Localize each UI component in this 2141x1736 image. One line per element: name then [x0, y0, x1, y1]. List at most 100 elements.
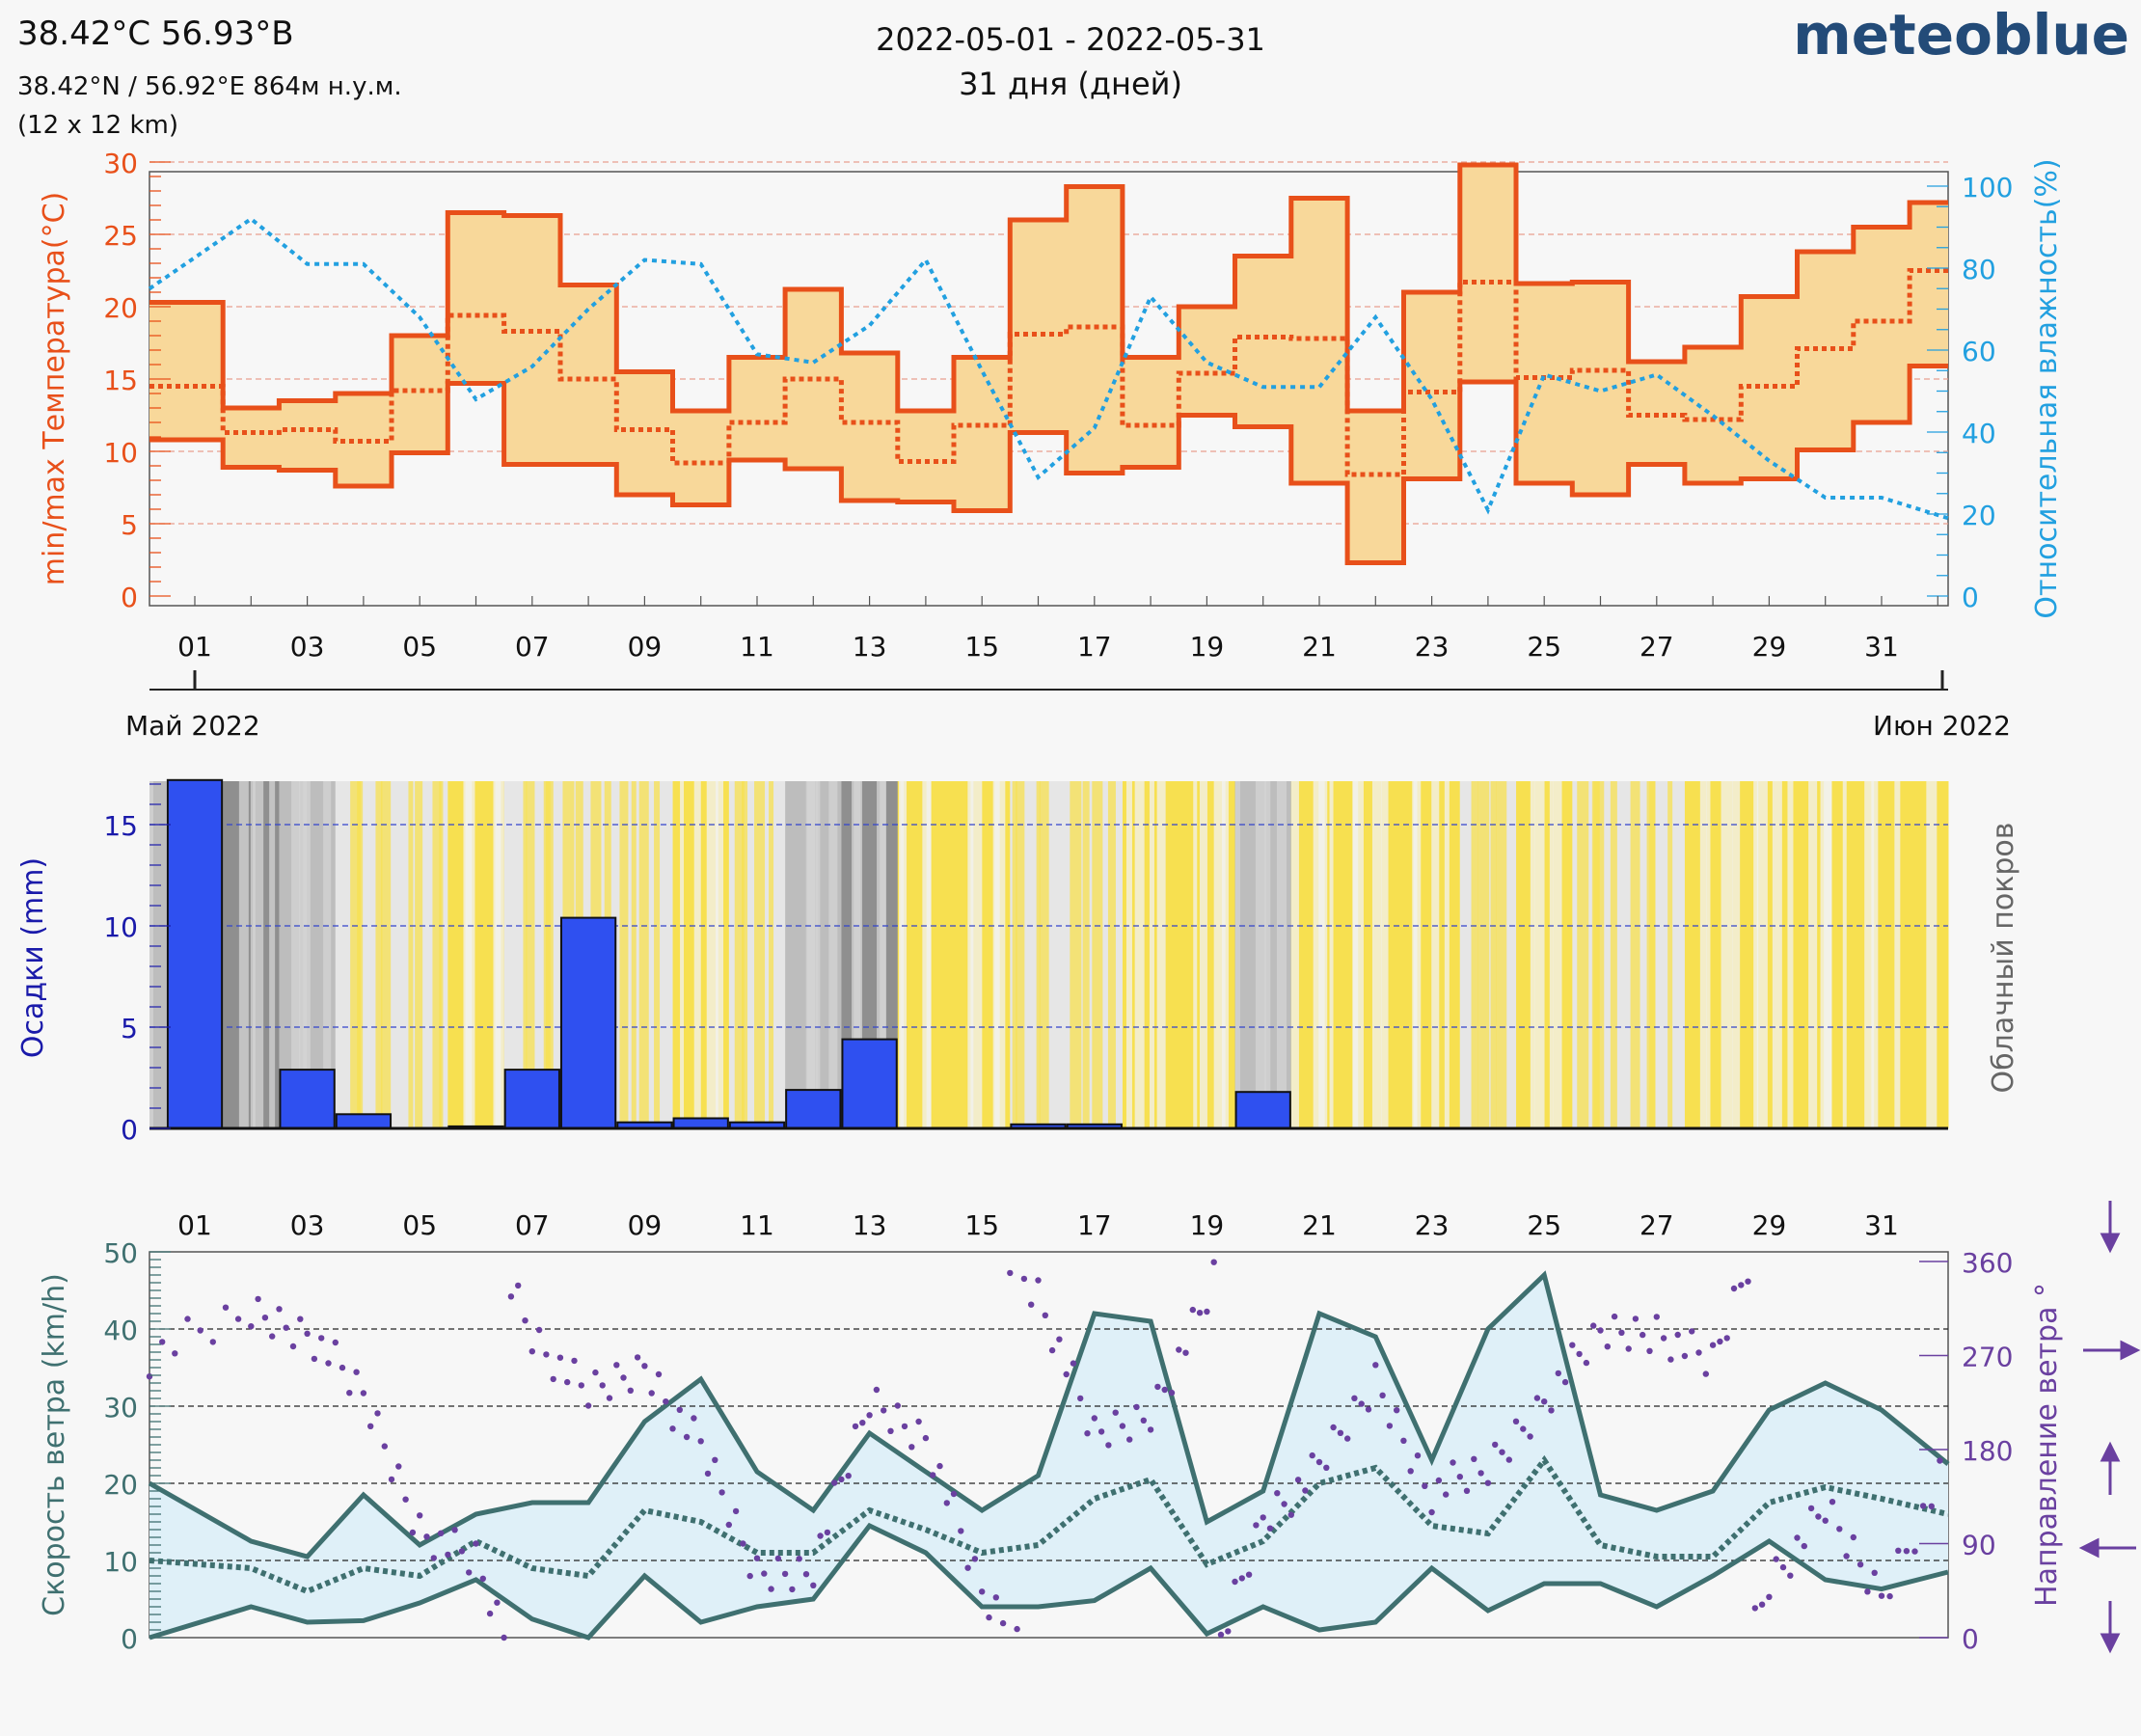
- wind-direction-dot: [1484, 1479, 1492, 1486]
- wind-direction-dot: [1758, 1601, 1766, 1608]
- cloud-cover-texture: [1107, 781, 1116, 1128]
- cloud-cover-axis-title: Облачный покров: [1987, 823, 2020, 1094]
- cloud-cover-texture: [1490, 781, 1497, 1128]
- cloud-cover-texture: [828, 781, 838, 1128]
- cloud-cover-texture: [1871, 781, 1879, 1128]
- wind-direction-dot: [1182, 1349, 1189, 1356]
- day-label: 19: [1190, 631, 1225, 663]
- wind-direction-dot: [1196, 1310, 1204, 1316]
- cloud-cover-texture: [350, 781, 362, 1128]
- wind-direction-dot: [367, 1423, 374, 1430]
- wind-direction-dot: [1253, 1522, 1260, 1529]
- wind-direction-dot: [1477, 1470, 1484, 1477]
- cloud-cover-texture: [1264, 781, 1271, 1128]
- cloud-cover-texture: [495, 781, 501, 1128]
- wind-direction-dot: [1903, 1548, 1911, 1555]
- wind-direction-dot: [1372, 1362, 1379, 1369]
- cloud-cover-texture: [1732, 781, 1741, 1128]
- wind-direction-dot: [634, 1354, 641, 1361]
- wind-direction-dot: [894, 1402, 901, 1409]
- wind-direction-dot: [663, 1398, 669, 1405]
- wind-direction-dot: [986, 1614, 992, 1621]
- wind-direction-dot: [1147, 1426, 1154, 1433]
- wind-direction-dot: [1745, 1278, 1751, 1285]
- wind-direction-dot: [1463, 1487, 1471, 1495]
- wind-direction-dot: [1260, 1514, 1266, 1521]
- wind-direction-dot: [1695, 1349, 1702, 1356]
- wind-tick-label: 50: [103, 1237, 138, 1269]
- temp-tick-label: 10: [103, 437, 138, 469]
- wind-direction-dot: [528, 1348, 535, 1355]
- wind-direction-dot: [1919, 1503, 1927, 1509]
- wind-direction-dot: [1751, 1605, 1759, 1612]
- wind-direction-dot: [409, 1529, 417, 1536]
- wind-direction-dot: [1709, 1342, 1717, 1348]
- wind-direction-dot: [732, 1507, 740, 1515]
- min-temperature-line: [149, 364, 1948, 565]
- wind-direction-dot: [417, 1512, 423, 1519]
- wind-direction-dot: [1492, 1441, 1499, 1449]
- wind-direction-dot: [1766, 1593, 1773, 1601]
- wind-direction-dot: [304, 1330, 311, 1338]
- cloud-cover-texture: [899, 781, 908, 1128]
- wind-direction-dot: [1911, 1548, 1918, 1555]
- wind-direction-dot: [1274, 1490, 1281, 1497]
- wind-direction-dot: [936, 1462, 943, 1470]
- wind-direction-dot: [1443, 1491, 1450, 1498]
- wind-direction-dot: [1379, 1392, 1386, 1399]
- wind-direction-dot: [712, 1456, 718, 1464]
- wind-direction-dots: [146, 1259, 1943, 1641]
- wind-direction-dot: [1794, 1534, 1801, 1541]
- wind-direction-dot: [1394, 1407, 1400, 1414]
- cloud-cover-texture: [1530, 781, 1535, 1128]
- precipitation-bar: [1234, 1091, 1291, 1129]
- cloud-cover-texture: [1255, 781, 1266, 1128]
- day-label: 15: [964, 1209, 999, 1241]
- wind-direction-dot: [255, 1295, 261, 1303]
- wind-direction-dot: [423, 1533, 430, 1540]
- wind-tick-label: 10: [103, 1546, 138, 1578]
- wind-direction-dot: [172, 1350, 178, 1357]
- cloud-cover-texture: [269, 781, 276, 1128]
- wind-speed-axis-title: Скорость ветра (km/h): [38, 1273, 71, 1616]
- humidity-tick-label: 80: [1962, 254, 1996, 285]
- wind-direction-dot: [289, 1343, 297, 1350]
- wind-direction-dot: [1070, 1360, 1077, 1367]
- wind-direction-dot: [325, 1360, 332, 1367]
- wind-direction-dot: [1611, 1313, 1618, 1320]
- max-wind-line: [148, 1270, 1950, 1560]
- cloud-cover-texture: [680, 781, 685, 1128]
- day-labels-bottom: 01 03 05 07 09 11 13 15 17 19 21 23 25 27 29 31: [177, 1209, 1899, 1241]
- wind-direction-dot: [761, 1570, 768, 1577]
- cloud-cover-texture: [1413, 781, 1418, 1128]
- cloud-cover-texture: [1092, 781, 1103, 1128]
- min-wind-line: [149, 1522, 1949, 1641]
- cloud-cover-texture: [1534, 781, 1545, 1128]
- wind-direction-dot: [697, 1438, 704, 1445]
- wind-direction-dot: [768, 1586, 774, 1592]
- meteoblue-logo[interactable]: meteoblue: [1793, 2, 2129, 68]
- wind-tick-label: 20: [103, 1469, 138, 1501]
- wind-direction-dot: [1007, 1269, 1014, 1277]
- day-label: 23: [1415, 1209, 1450, 1241]
- precipitation-bar: [335, 1113, 393, 1130]
- cloud-cover-texture: [439, 781, 444, 1128]
- wind-direction-dot: [1048, 1346, 1056, 1354]
- wind-direction-dot: [1618, 1329, 1625, 1337]
- wind-direction-dot: [1674, 1331, 1681, 1339]
- day-label: 03: [290, 1209, 325, 1241]
- precipitation-bar: [559, 916, 617, 1129]
- day-label: 17: [1077, 631, 1112, 663]
- wind-direction-dot: [1287, 1511, 1295, 1518]
- wind-direction-dot: [1723, 1335, 1730, 1342]
- wind-direction-dot: [992, 1594, 1000, 1601]
- wind-direction-dot: [1625, 1345, 1632, 1352]
- wind-direction-dot: [1505, 1456, 1513, 1463]
- cloud-cover-texture: [967, 781, 974, 1128]
- wind-direction-dot: [584, 1402, 592, 1409]
- temp-tick-label: 5: [121, 509, 138, 541]
- wind-direction-dot: [1161, 1386, 1168, 1394]
- cloud-cover-texture: [638, 781, 649, 1128]
- wind-direction-dot: [1717, 1338, 1723, 1345]
- cloud-cover-texture: [1329, 781, 1334, 1128]
